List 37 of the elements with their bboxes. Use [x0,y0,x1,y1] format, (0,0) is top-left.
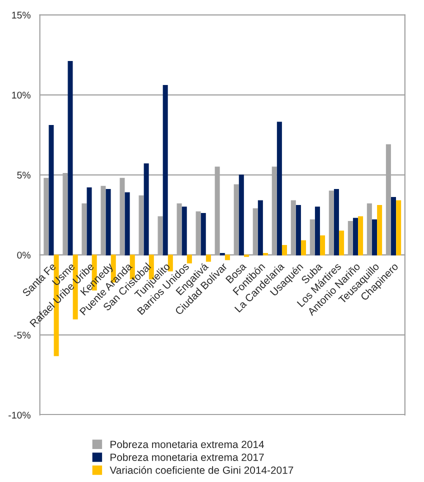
bar [396,200,402,256]
bar [282,245,288,256]
bar [377,205,382,256]
bar [68,61,73,256]
bar [296,205,301,256]
bar [48,125,54,256]
bar [358,216,364,256]
bar [258,200,263,256]
y-tick-label: 15% [12,12,30,19]
bar [106,189,111,256]
bar [124,192,130,256]
y-tick-label: 5% [17,172,30,179]
y-tick-label: 0% [17,252,30,259]
y-tick-label: -5% [14,332,30,339]
legend-label: Pobreza monetaria extrema 2017 [110,453,264,461]
bar [276,122,282,256]
bar [352,218,358,256]
bar [320,235,326,256]
bar [186,254,192,264]
bar [238,174,244,256]
legend-label: Pobreza monetaria extrema 2014 [110,440,264,448]
bar [334,189,339,256]
bar [314,206,320,256]
bar [391,197,396,256]
bar [224,254,230,260]
bar [200,213,206,256]
bar [144,163,149,256]
y-tick-label: -10% [8,412,30,419]
bar [206,254,211,262]
bar [182,206,187,256]
legend-label: Variación coeficiente de Gini 2014-2017 [110,466,294,474]
bar [372,219,378,256]
y-tick-label: 10% [12,92,30,99]
bar [162,85,168,256]
bar [339,230,344,256]
bar [86,187,92,256]
bar [301,240,306,256]
